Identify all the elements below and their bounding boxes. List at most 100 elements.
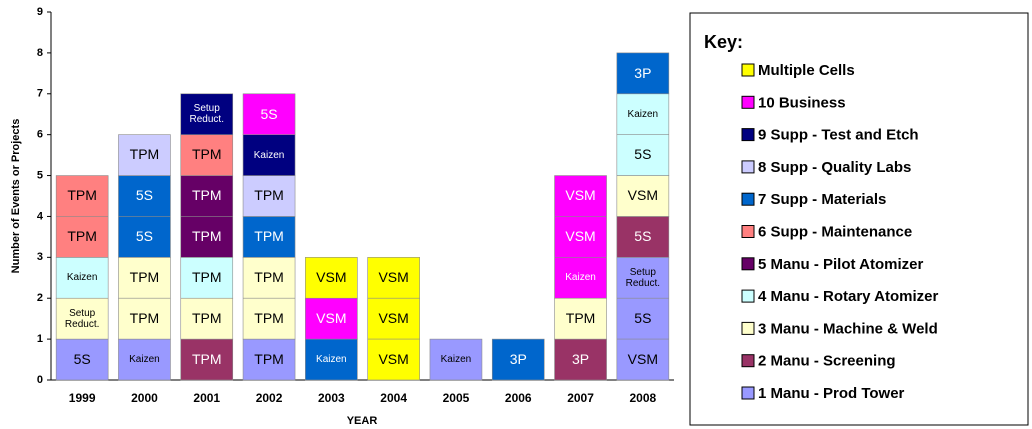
segment-label-box: Setup Reduct. — [65, 308, 99, 330]
segment-label: 3P — [634, 64, 652, 81]
segment-label: VSM — [378, 350, 409, 367]
bar-segment — [180, 257, 234, 299]
x-axis-label: YEAR — [347, 415, 378, 427]
segment-label: Kaizen — [129, 354, 160, 366]
bar-segment — [180, 134, 234, 176]
x-tick-label: 2002 — [256, 391, 283, 405]
legend-swatch — [741, 160, 755, 174]
segment-label: TPM — [129, 309, 160, 326]
segment-label-box: VSM — [565, 228, 596, 245]
x-tick-label: 2006 — [505, 391, 532, 405]
y-tick-label: 4 — [37, 210, 44, 222]
segment-label: VSM — [627, 350, 659, 367]
segment-label: TPM — [191, 228, 222, 245]
segment-label: TPM — [254, 228, 284, 245]
segment-label-box: 3P — [509, 350, 527, 367]
bar-segment — [554, 175, 607, 299]
legend-label: 1 Manu - Prod Tower — [758, 385, 905, 402]
segment-label-box: Kaizen — [316, 354, 347, 365]
segment-label: Kaizen — [66, 272, 98, 284]
legend-label: 9 Supp - Test and Etch — [758, 127, 919, 144]
segment-label: TPM — [254, 187, 284, 204]
bar-segment — [180, 297, 234, 340]
segment-label: TPM — [191, 309, 222, 326]
bar-segment — [180, 93, 234, 135]
bar-segment — [491, 338, 545, 381]
x-tick-label: 2003 — [318, 391, 345, 405]
segment-label: VSM — [316, 309, 347, 326]
y-tick-label: 3 — [37, 251, 43, 263]
segment-label: 5S — [135, 228, 153, 245]
segment-label: VSM — [316, 269, 347, 286]
segment-label: TPM — [565, 309, 596, 326]
segment-label: TPM — [129, 146, 160, 163]
legend-title: Key: — [704, 32, 743, 52]
y-tick-label: 5 — [37, 169, 43, 181]
bar-segment — [118, 338, 171, 381]
y-tick-label: 7 — [37, 88, 43, 100]
legend-label: 4 Manu - Rotary Atomizer — [758, 288, 938, 305]
segment-label: VSM — [627, 187, 659, 204]
x-tick-label: 2000 — [131, 391, 158, 405]
segment-label: TPM — [129, 269, 160, 286]
legend-label: 5 Manu - Pilot Atomizer — [758, 256, 923, 273]
segment-label-box: TPM — [192, 269, 222, 284]
bar-segment — [305, 338, 358, 381]
segment-label-box: TPM — [129, 309, 160, 326]
x-tick-label: 2008 — [629, 391, 656, 405]
segment-label: Kaizen — [440, 354, 472, 366]
bar-segment — [305, 257, 358, 299]
segment-label-box: TPM — [254, 269, 284, 284]
segment-label-box: TPM — [254, 187, 284, 204]
legend-swatch — [741, 95, 755, 109]
segment-label: VSM — [378, 309, 409, 326]
legend-label: 10 Business — [758, 94, 846, 111]
segment-label-box: TPM — [192, 188, 222, 203]
segment-label: TPM — [254, 309, 284, 326]
bar-segment — [180, 338, 234, 381]
legend-swatch — [741, 128, 755, 142]
segment-label-box: Kaizen — [565, 272, 596, 284]
legend-label: 8 Supp - Quality Labs — [758, 159, 911, 176]
segment-label: VSM — [565, 228, 596, 245]
legend-swatch — [741, 386, 755, 400]
x-tick-label: 1999 — [69, 391, 96, 405]
segment-label: TPM — [191, 146, 222, 163]
legend-label: 6 Supp - Maintenance — [758, 223, 912, 240]
segment-label: TPM — [67, 187, 97, 204]
segment-label: Kaizen — [627, 108, 659, 120]
legend-swatch — [741, 354, 755, 368]
segment-label-box: 5S — [74, 351, 91, 366]
segment-label: Kaizen — [565, 272, 596, 284]
bar-segment — [616, 52, 670, 95]
bar-segment — [242, 338, 296, 381]
segment-label-box: 5S — [136, 188, 153, 203]
bar-segment — [305, 297, 358, 340]
y-tick-label: 1 — [37, 333, 43, 345]
segment-label: TPM — [191, 350, 222, 367]
segment-label-box: VSM — [378, 350, 409, 367]
segment-label: 3P — [571, 350, 590, 367]
legend-swatch — [741, 63, 755, 77]
segment-label: 3P — [509, 350, 527, 367]
y-tick-label: 2 — [37, 292, 43, 304]
segment-label-box: TPM — [254, 228, 284, 245]
segment-label-box: Setup Reduct. — [626, 267, 660, 289]
segment-label-box: Kaizen — [254, 150, 285, 161]
segment-label-box: VSM — [565, 188, 595, 203]
bar-segment — [242, 93, 296, 135]
x-tick-label: 2005 — [443, 391, 470, 405]
segment-label-box: 5S — [260, 106, 277, 121]
bar-segment — [554, 297, 607, 340]
bar-segment — [616, 257, 670, 381]
legend-swatch — [741, 289, 755, 303]
segment-label-box: TPM — [67, 187, 97, 204]
segment-label-box: Setup Reduct. — [190, 103, 224, 125]
legend-swatch — [741, 257, 755, 271]
segment-label: 5S — [634, 309, 652, 326]
segment-label-box: 5S — [634, 309, 652, 326]
segment-label-box: Kaizen — [129, 354, 160, 366]
segment-label-box: 5S — [634, 147, 651, 162]
segment-label-box: TPM — [129, 269, 160, 286]
x-tick-label: 2001 — [193, 391, 220, 405]
